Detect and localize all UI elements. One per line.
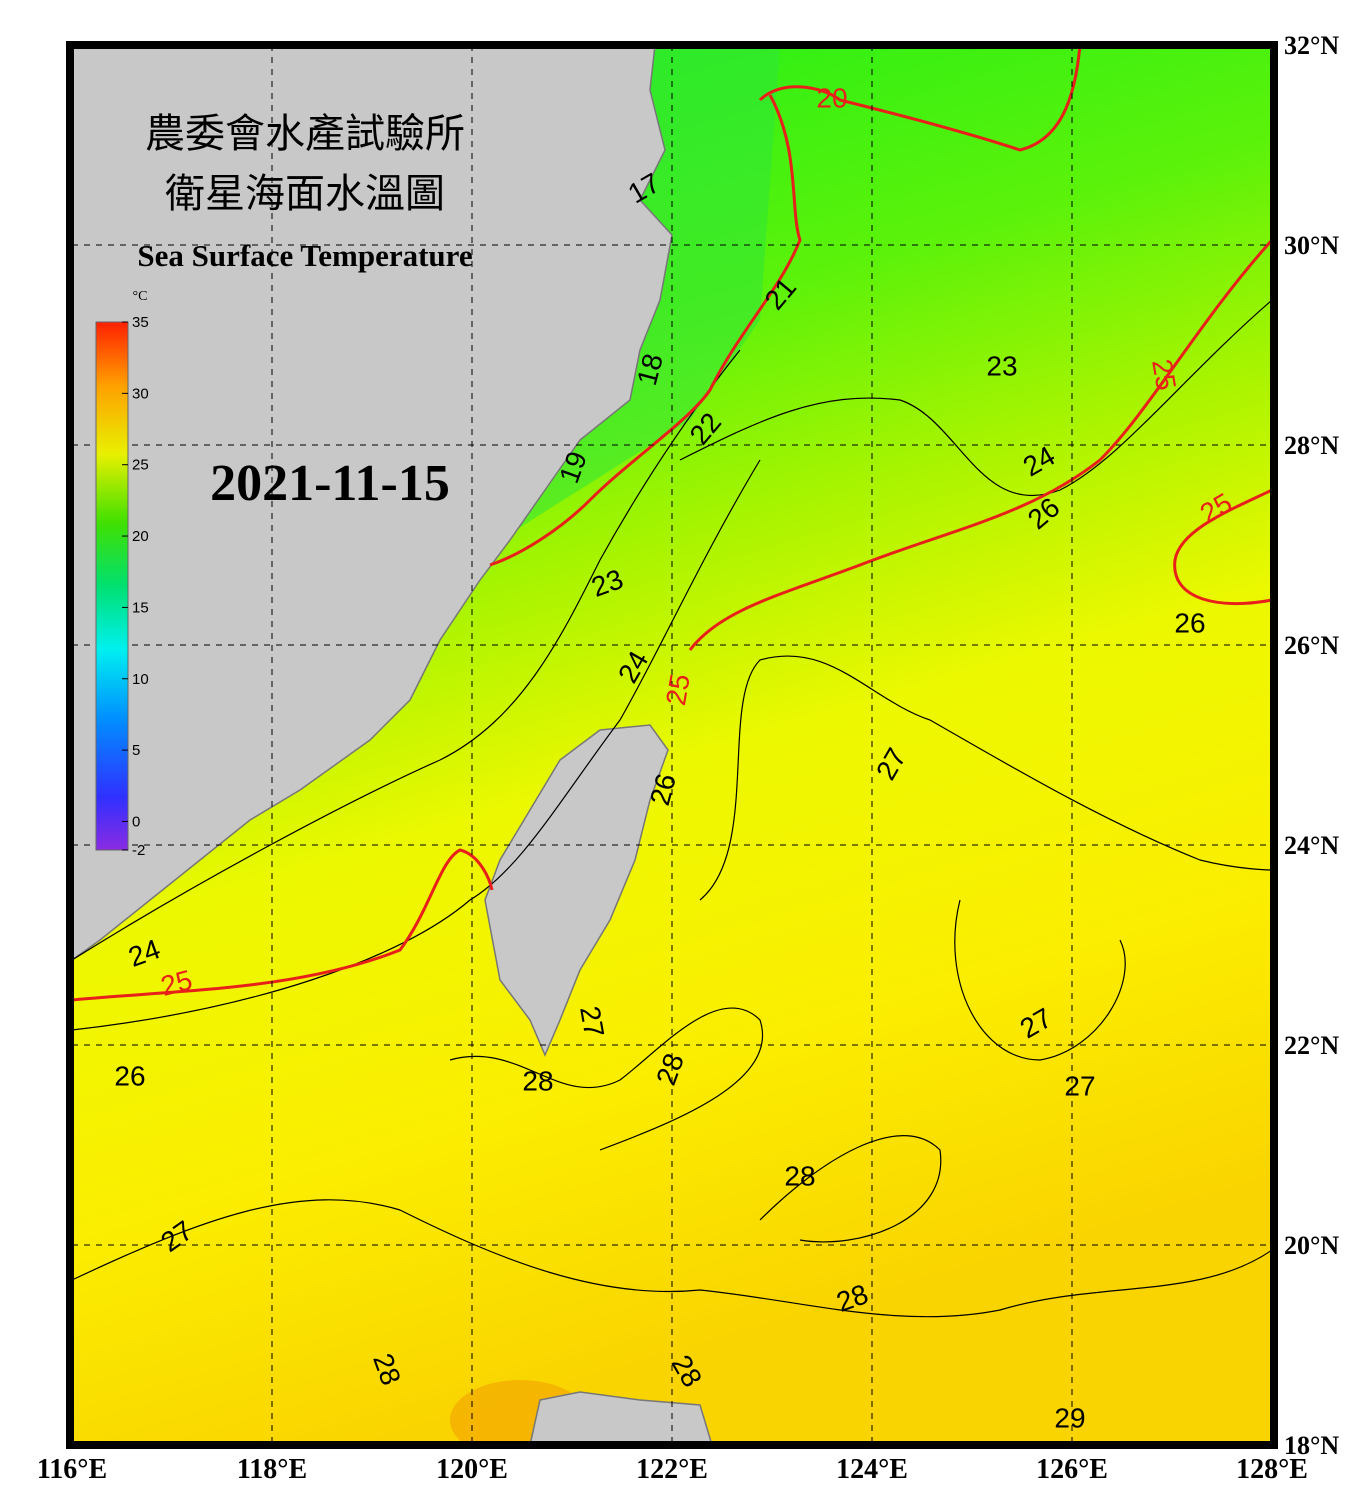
isotherm-20 — [489, 94, 802, 567]
isotherm — [954, 899, 1126, 1061]
x-tick-label: 118°E — [237, 1454, 307, 1485]
isotherms-red — [72, 45, 1272, 1002]
y-tick-label: 20°N — [1284, 1231, 1339, 1260]
x-tick-label: 116°E — [37, 1454, 107, 1485]
isotherm-25 — [72, 848, 494, 1002]
y-tick-label: 18°N — [1284, 1431, 1339, 1460]
isotherm — [759, 1135, 942, 1243]
x-tick-label: 122°E — [636, 1454, 708, 1485]
isotherm — [72, 349, 741, 961]
isotherm-25 — [1173, 488, 1272, 606]
colorbar-tick-label: -2 — [132, 842, 145, 859]
colorbar-unit: °C — [133, 289, 148, 304]
isotherm — [72, 459, 761, 1031]
isotherm — [699, 655, 1272, 901]
contour-label: 26 — [1174, 607, 1205, 638]
colorbar — [95, 321, 129, 851]
isotherms — [72, 299, 1272, 1318]
map-frame — [66, 41, 1278, 1449]
colorbar-tick-label: 35 — [132, 314, 149, 331]
y-tick-label: 22°N — [1284, 1031, 1339, 1060]
contour-label: 27 — [1064, 1070, 1095, 1101]
colorbar-tick-label: 30 — [132, 385, 149, 402]
colorbar-tick-label: 0 — [132, 813, 140, 830]
y-tick-label: 24°N — [1284, 831, 1339, 860]
isotherm — [679, 299, 1272, 497]
colorbar-tick-label: 15 — [132, 599, 149, 616]
contour-label: 28 — [784, 1160, 815, 1191]
y-tick-label: 28°N — [1284, 431, 1339, 460]
colorbar-ticks: 35 30 25 20 15 10 5 0 -2 — [122, 314, 149, 859]
title-en: Sea Surface Temperature — [137, 238, 472, 273]
title-zh: 衛星海面水溫圖 — [165, 171, 445, 216]
colorbar-tick-label: 20 — [132, 528, 149, 545]
mainland — [72, 45, 673, 961]
contour-label: 25 — [1146, 357, 1182, 393]
colorbar-tick-label: 5 — [132, 742, 140, 759]
isotherm-20 — [758, 45, 1082, 152]
y-tick-label: 26°N — [1284, 631, 1339, 660]
x-tick-label: 128°E — [1236, 1454, 1308, 1485]
contour-label: 29 — [1054, 1402, 1085, 1433]
x-tick-label: 126°E — [1036, 1454, 1108, 1485]
contour-label: 28 — [522, 1065, 553, 1096]
contour-label: 20 — [816, 82, 847, 113]
isotherm-25 — [688, 238, 1272, 651]
contour-label: 23 — [986, 350, 1017, 381]
contour-label: 27 — [574, 1004, 610, 1040]
date: 2021-11-15 — [210, 455, 450, 512]
axes-labels: 116°E 118°E 120°E 122°E 124°E 126°E 128°E18°N 2… — [37, 31, 1340, 1485]
luzon — [529, 1391, 713, 1445]
taiwan — [484, 724, 669, 1057]
y-tick-label: 32°N — [1284, 31, 1339, 60]
colorbar-tick-label: 25 — [132, 457, 149, 474]
contour-label: 26 — [114, 1060, 145, 1091]
contour-label: 25 — [660, 672, 696, 708]
x-tick-label: 120°E — [436, 1454, 508, 1485]
isotherm — [449, 1007, 763, 1151]
y-tick-label: 30°N — [1284, 231, 1339, 260]
colorbar-tick-label: 10 — [132, 671, 149, 688]
title-zh: 農委會水產試驗所 — [145, 111, 465, 156]
map-body: 1718192021222323242424252525252626262627… — [72, 45, 1272, 1445]
graticule — [72, 45, 1272, 1445]
x-tick-label: 124°E — [836, 1454, 908, 1485]
isotherm — [72, 1199, 1272, 1318]
